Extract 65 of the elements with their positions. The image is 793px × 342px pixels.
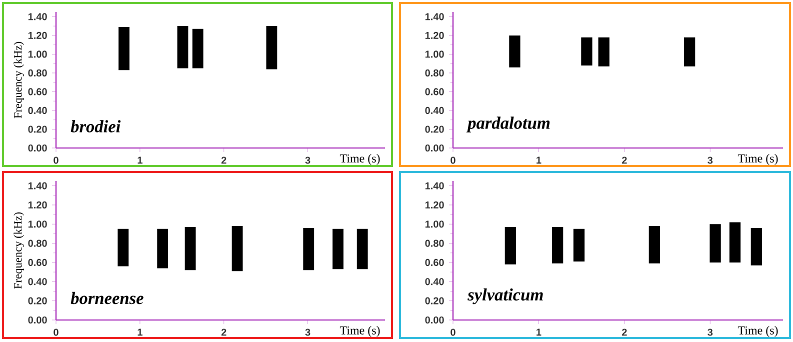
x-axis-title: Time (s) — [340, 326, 380, 337]
x-tick-label: 0 — [450, 328, 456, 336]
x-tick-label: 1 — [536, 156, 542, 164]
y-tick-label: 0.40 — [28, 278, 47, 286]
x-tick-label: 1 — [138, 156, 142, 164]
y-tick-label: 1.00 — [425, 50, 444, 58]
y-tick-label: 0.20 — [425, 297, 444, 304]
y-tick-label: 1.20 — [28, 201, 47, 208]
x-tick-label: 0 — [54, 156, 58, 164]
y-tick-label: 0.60 — [28, 88, 47, 96]
y-tick-label: 1.20 — [28, 32, 47, 39]
bar — [504, 227, 516, 264]
y-tick-label: 0.00 — [28, 144, 47, 152]
x-axis-title: Time (s) — [340, 154, 380, 165]
y-tick-label: 0.80 — [28, 69, 47, 77]
y-tick-label: 0.80 — [425, 240, 444, 247]
y-tick-label: 0.60 — [28, 258, 47, 266]
bar — [552, 227, 564, 264]
x-tick-label: 3 — [708, 156, 713, 164]
y-tick-label: 0.40 — [425, 106, 444, 114]
y-tick-label: 1.00 — [425, 220, 444, 228]
x-tick-label: 0 — [450, 156, 456, 164]
y-tick-label: 0.20 — [425, 126, 444, 133]
x-tick-label: 1 — [536, 328, 542, 336]
annotation: brodiei — [70, 120, 121, 132]
x-axis-title: Time (s) — [738, 326, 778, 337]
x-tick-label: 3 — [708, 328, 713, 336]
x-tick-label: 2 — [622, 328, 627, 336]
y-axis-title: Frequency (kHz) — [14, 42, 24, 118]
y-tick-label: 1.40 — [28, 13, 47, 20]
y-tick-label: 0.40 — [425, 278, 444, 286]
y-tick-label: 0.80 — [425, 69, 444, 77]
bar — [648, 226, 660, 264]
x-tick-label: 1 — [138, 328, 142, 336]
annotation: pardalotum — [466, 116, 550, 132]
y-tick-label: 1.40 — [28, 182, 47, 190]
x-tick-label: 2 — [622, 156, 627, 164]
y-tick-label: 1.20 — [425, 201, 444, 208]
y-tick-label: 0.20 — [28, 297, 47, 304]
x-tick-label: 0 — [54, 328, 58, 336]
y-tick-label: 1.40 — [425, 182, 444, 190]
x-tick-label: 2 — [221, 328, 226, 336]
y-tick-label: 0.00 — [425, 144, 444, 152]
bar — [573, 228, 585, 262]
y-tick-label: 0.40 — [28, 106, 47, 114]
y-tick-label: 0.80 — [28, 240, 47, 247]
y-tick-label: 1.00 — [28, 220, 47, 228]
x-axis-title: Time (s) — [738, 154, 778, 165]
y-tick-label: 0.00 — [28, 316, 47, 324]
y-tick-label: 1.40 — [425, 13, 444, 20]
bar — [729, 222, 741, 262]
annotation: borneense — [70, 292, 144, 304]
y-tick-label: 1.00 — [28, 50, 47, 58]
x-tick-label: 2 — [221, 156, 226, 164]
annotation: sylvaticum — [468, 288, 543, 304]
x-tick-label: 3 — [305, 328, 310, 336]
y-tick-label: 0.60 — [425, 88, 444, 96]
x-tick-label: 3 — [305, 156, 310, 164]
y-tick-label: 0.20 — [28, 126, 47, 133]
y-tick-label: 1.20 — [425, 32, 444, 39]
y-axis-title: Frequency (kHz) — [14, 212, 24, 289]
bar — [750, 228, 762, 266]
y-tick-label: 0.60 — [425, 258, 444, 266]
y-tick-label: 0.00 — [425, 316, 444, 324]
bar — [710, 224, 721, 262]
